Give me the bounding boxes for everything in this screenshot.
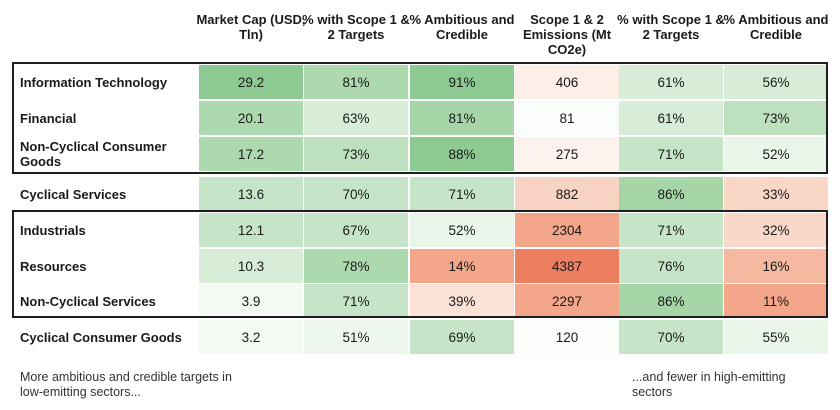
column-header-4: Scope 1 & 2 Emissions (Mt CO2e) [522, 12, 612, 57]
cell-r8-c6: 55% [724, 320, 828, 354]
cell-r6-c1: 10.3 [199, 249, 303, 283]
cell-r4-c5: 86% [619, 177, 723, 211]
note-left: More ambitious and credible targets in l… [20, 370, 232, 399]
cell-r2-c4: 81 [515, 101, 619, 135]
cell-r4-c2: 70% [304, 177, 408, 211]
cell-r1-c4: 406 [515, 65, 619, 99]
cell-r2-c6: 73% [724, 101, 828, 135]
sector-label-8: Cyclical Consumer Goods [20, 329, 182, 345]
column-header-6: % Ambitious and Credible [723, 12, 829, 42]
sector-label-6: Resources [20, 258, 87, 274]
cell-r7-c4: 2297 [515, 284, 619, 318]
cell-r7-c1: 3.9 [199, 284, 303, 318]
sector-label-1: Information Technology [20, 74, 168, 90]
cell-r8-c5: 70% [619, 320, 723, 354]
sector-label-2: Financial [20, 110, 77, 126]
cell-r3-c6: 52% [724, 137, 828, 171]
cell-r1-c6: 56% [724, 65, 828, 99]
cell-r1-c5: 61% [619, 65, 723, 99]
cell-r3-c4: 275 [515, 137, 619, 171]
cell-r6-c4: 4387 [515, 249, 619, 283]
cell-r7-c3: 39% [410, 284, 514, 318]
cell-r3-c5: 71% [619, 137, 723, 171]
cell-r5-c5: 71% [619, 213, 723, 247]
cell-r7-c6: 11% [724, 284, 828, 318]
cell-r4-c4: 882 [515, 177, 619, 211]
cell-r1-c3: 91% [410, 65, 514, 99]
cell-r2-c3: 81% [410, 101, 514, 135]
cell-r7-c5: 86% [619, 284, 723, 318]
cell-r8-c2: 51% [304, 320, 408, 354]
cell-r5-c2: 67% [304, 213, 408, 247]
column-header-5: % with Scope 1 & 2 Targets [617, 12, 725, 42]
cell-r1-c1: 29.2 [199, 65, 303, 99]
cell-r4-c3: 71% [410, 177, 514, 211]
cell-r6-c3: 14% [410, 249, 514, 283]
sector-label-4: Cyclical Services [20, 186, 127, 202]
cell-r8-c1: 3.2 [199, 320, 303, 354]
sector-label-3: Non-Cyclical Consumer Goods [20, 139, 167, 169]
column-header-1: Market Cap (USD, Tln) [196, 12, 306, 42]
cell-r3-c3: 88% [410, 137, 514, 171]
cell-r2-c2: 63% [304, 101, 408, 135]
cell-r6-c2: 78% [304, 249, 408, 283]
cell-r2-c5: 61% [619, 101, 723, 135]
cell-r3-c2: 73% [304, 137, 408, 171]
cell-r6-c5: 76% [619, 249, 723, 283]
cell-r8-c3: 69% [410, 320, 514, 354]
cell-r8-c4: 120 [515, 320, 619, 354]
cell-r5-c1: 12.1 [199, 213, 303, 247]
cell-r6-c6: 16% [724, 249, 828, 283]
column-header-2: % with Scope 1 & 2 Targets [302, 12, 410, 42]
column-header-3: % Ambitious and Credible [409, 12, 515, 42]
cell-r4-c1: 13.6 [199, 177, 303, 211]
cell-r5-c6: 32% [724, 213, 828, 247]
cell-r3-c1: 17.2 [199, 137, 303, 171]
sector-label-7: Non-Cyclical Services [20, 293, 156, 309]
cell-r4-c6: 33% [724, 177, 828, 211]
sector-label-5: Industrials [20, 222, 86, 238]
cell-r7-c2: 71% [304, 284, 408, 318]
note-right: ...and fewer in high-emitting sectors [632, 370, 786, 399]
cell-r1-c2: 81% [304, 65, 408, 99]
cell-r2-c1: 20.1 [199, 101, 303, 135]
cell-r5-c3: 52% [410, 213, 514, 247]
cell-r5-c4: 2304 [515, 213, 619, 247]
